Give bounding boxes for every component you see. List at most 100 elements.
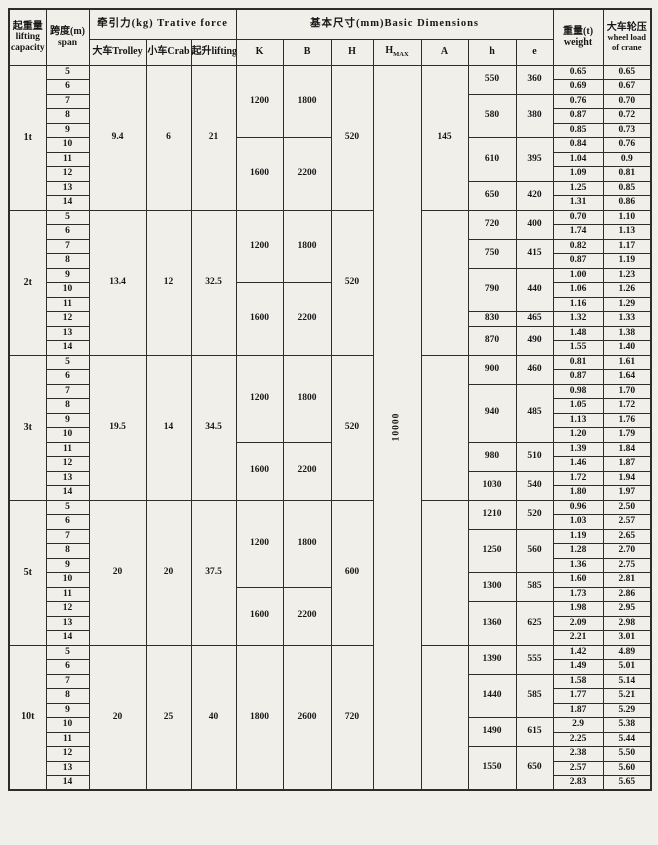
span-cell: 6 <box>45 514 90 530</box>
dim-e-cell: 625 <box>515 601 554 646</box>
span-cell: 13 <box>45 470 90 486</box>
wheel-load-cell: 1.38 <box>602 325 652 341</box>
dim-h-lower-cell: 940 <box>467 383 517 443</box>
span-cell: 14 <box>45 485 90 501</box>
span-cell: 13 <box>45 760 90 776</box>
dim-k-cell: 1200 <box>235 354 284 443</box>
wheel-load-cell: 1.10 <box>602 209 652 225</box>
weight-cell: 1.25 <box>552 180 604 196</box>
weight-cell: 1.28 <box>552 543 604 559</box>
weight-cell: 2.25 <box>552 731 604 747</box>
dim-b-cell: 2200 <box>282 137 332 211</box>
table-row: 9 1.13 1.76 <box>9 412 652 428</box>
weight-cell: 2.38 <box>552 746 604 762</box>
dim-b-cell: 2600 <box>282 644 332 791</box>
header-lifting-capacity-en2: capacity <box>10 43 45 53</box>
dim-h-lower-cell: 870 <box>467 325 517 356</box>
span-cell: 13 <box>45 615 90 631</box>
dim-e-cell: 510 <box>515 441 554 472</box>
weight-cell: 1.60 <box>552 572 604 588</box>
dim-a-cell <box>420 644 469 791</box>
wheel-load-cell: 2.57 <box>602 514 652 530</box>
span-cell: 10 <box>45 137 90 153</box>
table-row: 9 1.36 2.75 <box>9 557 652 573</box>
dim-b-cell: 1800 <box>282 64 332 138</box>
span-cell: 5 <box>45 499 90 515</box>
table-row: 6 0.69 0.67 <box>9 79 652 95</box>
weight-cell: 0.96 <box>552 499 604 515</box>
dim-e-cell: 485 <box>515 383 554 443</box>
span-cell: 8 <box>45 543 90 559</box>
dim-e-cell: 520 <box>515 499 554 530</box>
header-weight-zh: 重量(t) <box>563 25 594 37</box>
weight-cell: 1.48 <box>552 325 604 341</box>
table-row: 2t 5 13.4 12 32.5 1200 1800 520 720 400 0.70 1.10 <box>8 209 652 356</box>
weight-cell: 1.06 <box>552 282 604 298</box>
wheel-load-cell: 5.38 <box>602 717 652 733</box>
weight-cell: 1.05 <box>552 398 604 414</box>
wheel-load-cell: 1.33 <box>602 311 652 327</box>
span-cell: 10 <box>45 282 90 298</box>
dim-e-cell: 615 <box>515 717 554 747</box>
dim-h-upper-cell: 720 <box>330 644 374 791</box>
trolley-force-cell: 13.4 <box>88 209 147 356</box>
wheel-load-cell: 2.70 <box>602 543 652 559</box>
table-row: 13 2.09 2.98 <box>9 615 652 631</box>
weight-cell: 0.87 <box>552 108 604 124</box>
weight-cell: 2.9 <box>552 717 604 733</box>
span-cell: 9 <box>45 702 90 718</box>
wheel-load-cell: 1.26 <box>602 282 652 298</box>
dim-h-lower-cell: 1300 <box>467 572 517 602</box>
weight-cell: 1.03 <box>552 514 604 530</box>
header-dim-a: A <box>420 38 469 66</box>
dim-h-lower-cell: 750 <box>467 238 517 269</box>
span-cell: 14 <box>45 630 90 646</box>
span-cell: 8 <box>45 398 90 414</box>
dim-e-cell: 490 <box>515 325 554 356</box>
table-row: 7 1440 585 1.58 5.14 <box>9 673 652 718</box>
weight-cell: 1.09 <box>552 166 604 182</box>
weight-cell: 1.77 <box>552 688 604 704</box>
span-cell: 9 <box>45 122 90 138</box>
table-row: 11 1600 2200 1.73 2.86 <box>9 586 652 646</box>
dim-k-cell: 1600 <box>235 586 284 646</box>
span-cell: 7 <box>45 238 90 254</box>
dim-h-upper-cell: 520 <box>330 354 374 501</box>
weight-cell: 1.55 <box>552 340 604 356</box>
span-cell: 11 <box>45 296 90 312</box>
dim-e-cell: 415 <box>515 238 554 269</box>
span-cell: 5 <box>45 354 90 370</box>
span-cell: 14 <box>45 775 90 791</box>
weight-cell: 0.70 <box>552 209 604 225</box>
span-cell: 7 <box>45 93 90 109</box>
header-lifting-capacity: 起重量 lifting capacity <box>8 8 47 66</box>
capacity-cell: 5t <box>8 499 47 646</box>
capacity-cell: 3t <box>8 354 47 501</box>
dim-h-lower-cell: 830 <box>467 311 517 327</box>
wheel-load-cell: 0.76 <box>602 137 652 153</box>
dim-h-upper-cell: 520 <box>330 64 374 211</box>
dim-h-lower-cell: 610 <box>467 137 517 182</box>
dim-e-cell: 440 <box>515 267 554 312</box>
dim-e-cell: 395 <box>515 137 554 182</box>
wheel-load-cell: 1.87 <box>602 456 652 472</box>
wheel-load-cell: 3.01 <box>602 630 652 646</box>
dim-h-lower-cell: 1550 <box>467 746 517 791</box>
span-cell: 10 <box>45 717 90 733</box>
wheel-load-cell: 1.94 <box>602 470 652 486</box>
dim-h-lower-cell: 1490 <box>467 717 517 747</box>
weight-cell: 1.73 <box>552 586 604 602</box>
dim-h-lower-cell: 550 <box>467 64 517 95</box>
table-row: 7 580 380 0.76 0.70 <box>9 93 652 138</box>
table-row: 10 1490 615 2.9 5.38 <box>9 717 652 747</box>
wheel-load-cell: 1.17 <box>602 238 652 254</box>
header-dim-hmax: HMAX <box>372 38 422 66</box>
wheel-load-cell: 1.84 <box>602 441 652 457</box>
dim-hmax-cell: 10000 <box>372 64 422 791</box>
weight-cell: 0.85 <box>552 122 604 138</box>
crab-force-cell: 14 <box>145 354 192 501</box>
dim-h-upper-cell: 520 <box>330 209 374 356</box>
dim-k-cell: 1600 <box>235 137 284 211</box>
dim-b-cell: 1800 <box>282 499 332 588</box>
wheel-load-cell: 2.81 <box>602 572 652 588</box>
